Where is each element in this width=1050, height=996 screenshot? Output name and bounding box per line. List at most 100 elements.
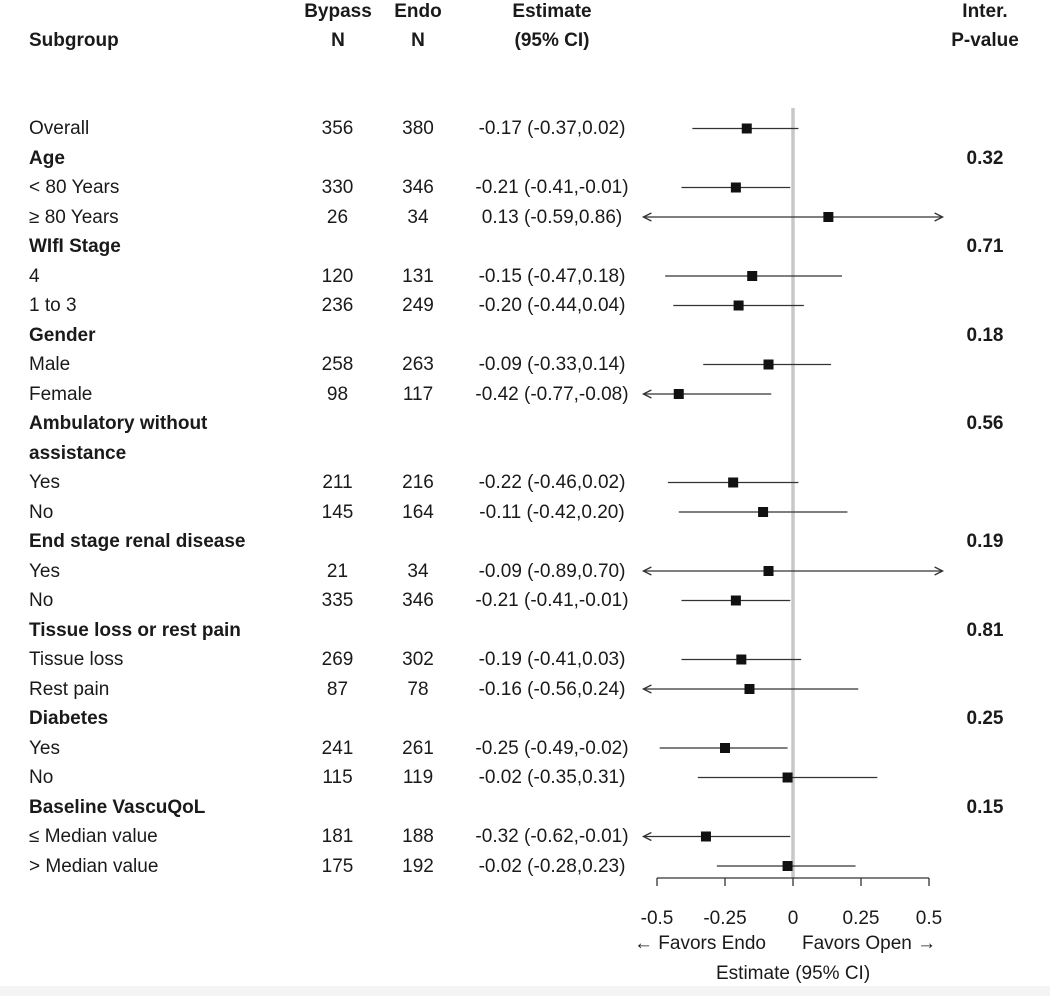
- estimate-ci: -0.02 (-0.35,0.31): [478, 767, 626, 788]
- table-row: > Median value 175 192 -0.02 (-0.28,0.23): [0, 852, 1050, 881]
- row-label: Overall: [29, 118, 90, 139]
- estimate-ci: -0.19 (-0.41,0.03): [478, 649, 626, 670]
- table-row: No 145 164 -0.11 (-0.42,0.20): [0, 498, 1050, 527]
- subgroup-header-text: Subgroup: [29, 30, 119, 51]
- pvalue-header: Inter. P-value: [940, 0, 1030, 55]
- table-row: No 335 346 -0.21 (-0.41,-0.01): [0, 586, 1050, 615]
- bypass-n: 236: [321, 295, 354, 316]
- interaction-pvalue: 0.25: [966, 708, 1004, 729]
- subgroup-header: Subgroup: [29, 26, 119, 55]
- bypass-header-line2: N: [331, 30, 345, 51]
- interaction-pvalue: 0.32: [966, 147, 1004, 169]
- table-row: Female 98 117 -0.42 (-0.77,-0.08): [0, 380, 1050, 409]
- table-row: 4 120 131 -0.15 (-0.47,0.18): [0, 262, 1050, 291]
- pvalue-header-line1: Inter.: [962, 1, 1008, 22]
- estimate-header: Estimate (95% CI): [492, 0, 612, 55]
- interaction-pvalue: 0.81: [966, 619, 1004, 641]
- x-tick-label: -0.5: [641, 908, 674, 929]
- table-row: ≤ Median value 181 188 -0.32 (-0.62,-0.01): [0, 822, 1050, 851]
- bypass-n: 120: [321, 265, 354, 287]
- interaction-pvalue: 0.15: [966, 796, 1004, 818]
- bypass-n: 98: [326, 383, 349, 405]
- row-label: No: [29, 501, 54, 523]
- row-label: No: [29, 767, 54, 788]
- endo-n: 34: [407, 206, 429, 228]
- x-tick-label: 0.5: [916, 908, 942, 929]
- bypass-n: 115: [322, 767, 353, 788]
- subgroup-heading: Baseline VascuQoL: [29, 796, 206, 818]
- table-row: Rest pain 87 78 -0.16 (-0.56,0.24): [0, 675, 1050, 704]
- row-label: Rest pain: [29, 678, 110, 700]
- bypass-n: 241: [321, 737, 354, 759]
- estimate-ci: -0.20 (-0.44,0.04): [478, 295, 626, 316]
- endo-n: 164: [402, 501, 434, 523]
- endo-n: 346: [402, 590, 434, 611]
- row-label: Yes: [29, 560, 60, 582]
- estimate-ci: -0.21 (-0.41,-0.01): [475, 177, 629, 198]
- subgroup-heading: Tissue loss or rest pain: [29, 619, 241, 641]
- bypass-n: 175: [321, 855, 354, 877]
- estimate-header-line2: (95% CI): [514, 30, 590, 51]
- subgroup-heading-row: WIfI Stage 0.71: [0, 232, 1050, 261]
- table-row: Tissue loss 269 302 -0.19 (-0.41,0.03): [0, 645, 1050, 674]
- row-label: Yes: [29, 472, 60, 493]
- estimate-ci: -0.32 (-0.62,-0.01): [475, 826, 629, 847]
- row-label: ≥ 80 Years: [29, 206, 119, 228]
- footer-band: [0, 986, 1050, 996]
- subgroup-heading-row: Ambulatory without 0.56: [0, 409, 1050, 438]
- endo-n: 34: [407, 560, 429, 582]
- bypass-n: 181: [321, 826, 354, 847]
- table-row: < 80 Years 330 346 -0.21 (-0.41,-0.01): [0, 173, 1050, 202]
- row-label: 1 to 3: [29, 295, 77, 316]
- endo-n: 263: [402, 354, 434, 375]
- endo-n: 216: [402, 472, 434, 493]
- bypass-n: 26: [326, 206, 349, 228]
- x-axis-title: Estimate (95% CI): [716, 963, 871, 984]
- bypass-n: 258: [321, 354, 354, 375]
- estimate-ci: -0.09 (-0.89,0.70): [478, 560, 626, 582]
- row-label: 4: [29, 265, 40, 287]
- subgroup-heading-row: Diabetes 0.25: [0, 704, 1050, 733]
- endo-header-line2: N: [411, 30, 425, 51]
- estimate-ci: -0.22 (-0.46,0.02): [478, 472, 626, 493]
- estimate-ci: -0.16 (-0.56,0.24): [478, 678, 626, 700]
- endo-n: 131: [402, 265, 434, 287]
- bypass-n: 145: [321, 501, 354, 523]
- x-tick-label: -0.25: [703, 908, 746, 929]
- subgroup-heading: Age: [29, 147, 65, 169]
- interaction-pvalue: 0.56: [966, 413, 1004, 434]
- subgroup-heading: Ambulatory without: [29, 413, 208, 434]
- table-row: 1 to 3 236 249 -0.20 (-0.44,0.04): [0, 291, 1050, 320]
- estimate-ci: -0.11 (-0.42,0.20): [479, 501, 625, 523]
- estimate-ci: -0.15 (-0.47,0.18): [478, 265, 626, 287]
- row-label: Male: [29, 354, 71, 375]
- endo-n: 117: [402, 383, 434, 405]
- row-label: No: [29, 590, 54, 611]
- subgroup-heading-row: End stage renal disease 0.19: [0, 527, 1050, 556]
- subgroup-heading-row: assistance: [0, 439, 1050, 468]
- estimate-ci: 0.13 (-0.59,0.86): [481, 206, 623, 228]
- table-row: Yes 21 34 -0.09 (-0.89,0.70): [0, 557, 1050, 586]
- endo-n: 302: [402, 649, 434, 670]
- endo-n: 119: [402, 767, 434, 788]
- bypass-n-header: Bypass N: [293, 0, 383, 55]
- bypass-n: 211: [322, 472, 353, 493]
- x-tick-label: 0: [788, 908, 799, 929]
- bypass-n: 335: [321, 590, 354, 611]
- bypass-n: 269: [321, 649, 354, 670]
- row-label: Female: [29, 383, 93, 405]
- estimate-header-line1: Estimate: [512, 1, 592, 22]
- subgroup-heading-row: Tissue loss or rest pain 0.81: [0, 616, 1050, 645]
- bypass-n: 356: [321, 118, 354, 139]
- endo-n: 188: [402, 826, 434, 847]
- subgroup-heading: assistance: [29, 442, 127, 464]
- bypass-n: 87: [326, 678, 349, 700]
- subgroup-heading-row: Age 0.32: [0, 144, 1050, 173]
- favors-endo-label: ← Favors Endo: [634, 933, 766, 954]
- table-row: Yes 211 216 -0.22 (-0.46,0.02): [0, 468, 1050, 497]
- subgroup-heading: Gender: [29, 324, 96, 346]
- row-label: < 80 Years: [29, 177, 120, 198]
- pvalue-header-line2: P-value: [951, 30, 1019, 51]
- table-row: Yes 241 261 -0.25 (-0.49,-0.02): [0, 734, 1050, 763]
- table-row: ≥ 80 Years 26 34 0.13 (-0.59,0.86): [0, 203, 1050, 232]
